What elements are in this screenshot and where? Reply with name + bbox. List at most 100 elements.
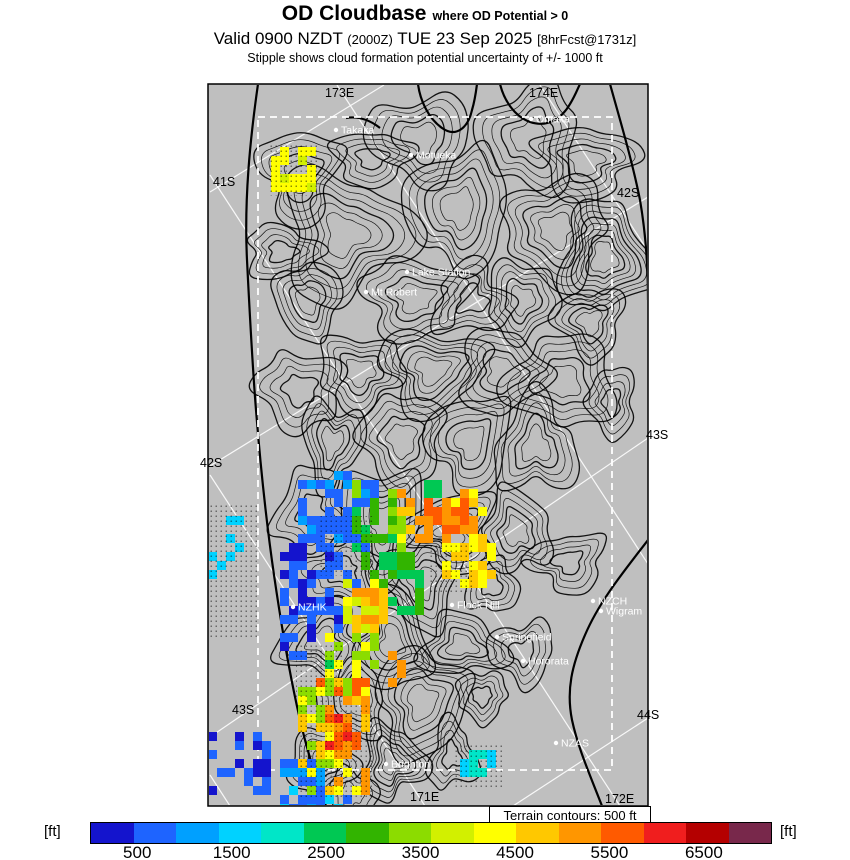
cloudbase-cell	[289, 651, 298, 660]
cloudbase-cell	[316, 804, 325, 805]
cloudbase-cell	[280, 642, 289, 651]
terrain-contour	[445, 633, 481, 656]
terrain-contour	[360, 400, 441, 488]
terrain-contour	[384, 334, 487, 415]
title-line: OD Cloudbase where OD Potential > 0	[0, 2, 850, 26]
terrain-contour	[269, 365, 329, 418]
cloudbase-cell	[415, 516, 424, 525]
terrain-contour	[493, 264, 556, 340]
terrain-contour	[362, 91, 469, 192]
cloudbase-cell	[469, 534, 478, 543]
terrain-contour	[465, 680, 498, 716]
cloudbase-cell	[325, 606, 334, 615]
terrain-contour	[270, 594, 363, 686]
terrain-contour	[346, 358, 377, 389]
cloudbase-cell	[280, 768, 289, 777]
cloudbase-cell	[424, 489, 433, 498]
place-label-mt-robert: Mt Robert	[371, 287, 417, 299]
cloudbase-cell	[469, 579, 478, 588]
place-label-nzch: NZCH	[598, 596, 627, 608]
cloudbase-cell	[352, 489, 361, 498]
cloudbase-cell	[379, 588, 388, 597]
stipple-area	[428, 542, 472, 592]
cloudbase-cell	[262, 750, 271, 759]
cloudbase-cell	[478, 561, 487, 570]
map-border	[207, 83, 649, 807]
terrain-contour	[246, 221, 330, 281]
terrain-contour	[325, 212, 372, 259]
cloudbase-cell	[370, 642, 379, 651]
terrain-contour	[259, 357, 339, 428]
cloudbase-cell	[388, 678, 397, 687]
cloudbase-cell	[370, 633, 379, 642]
cloudbase-cell	[352, 696, 361, 705]
terrain-contour	[372, 99, 461, 183]
terrain-contour	[455, 282, 491, 314]
cloudbase-cell	[388, 525, 397, 534]
terrain-contour	[288, 280, 327, 323]
cloudbase-cell	[343, 480, 352, 489]
cloudbase-cell	[226, 768, 235, 777]
terrain-contour	[373, 735, 417, 787]
terrain-contour	[507, 402, 566, 477]
grid-label-43S: 43S	[646, 428, 668, 442]
cloudbase-cell	[343, 471, 352, 480]
cloudbase-cell	[262, 759, 271, 768]
terrain-contour	[580, 228, 631, 284]
grid-label-174E: 174E	[529, 86, 558, 100]
cloudbase-cell	[307, 534, 316, 543]
cloudbase-cell	[469, 543, 478, 552]
stipple-area	[300, 702, 372, 800]
cloudbase-cell	[415, 570, 424, 579]
terrain-contour	[537, 211, 573, 251]
cloudbase-cell	[352, 669, 361, 678]
place-label-lake-station: Lake Station	[412, 267, 471, 279]
cloudbase-cell	[253, 759, 262, 768]
terrain-contour	[538, 132, 636, 197]
terrain-contour	[472, 85, 578, 199]
place-label-hororata: Hororata	[528, 656, 569, 668]
forecast-tag: [8hrFcst@1731z]	[537, 32, 637, 47]
terrain-contour	[458, 326, 558, 417]
cloudbase-cell	[307, 525, 316, 534]
cloudbase-cell	[244, 768, 253, 777]
cloudbase-cell	[370, 498, 379, 507]
terrain-contour	[399, 345, 470, 402]
cloudbase-cell	[343, 696, 352, 705]
cloudbase-cell	[487, 543, 496, 552]
colorbar-segment	[473, 823, 516, 843]
terrain-contour	[400, 121, 437, 157]
cloudbase-cell	[289, 552, 298, 561]
terrain-contour	[326, 340, 400, 411]
cloudbase-cell	[352, 507, 361, 516]
terrain-contour	[471, 685, 493, 709]
terrain-contour	[588, 374, 630, 435]
cloudbase-cell	[253, 732, 262, 741]
terrain-contour	[491, 96, 562, 179]
terrain-contour	[493, 623, 547, 685]
cloudbase-cell	[334, 615, 343, 624]
cloudbase-cell	[235, 741, 244, 750]
terrain-contour	[293, 173, 417, 300]
cloudbase-cell	[352, 597, 361, 606]
cloudbase-cell	[442, 516, 451, 525]
terrain-contour	[510, 285, 537, 317]
cloudbase-cell	[307, 480, 316, 489]
terrain-contour	[393, 668, 454, 740]
terrain-contour	[570, 216, 642, 296]
terrain-contour	[317, 202, 383, 269]
terrain-contour	[547, 288, 627, 366]
terrain-contour	[352, 392, 448, 498]
coastline	[568, 539, 647, 805]
cloudbase-cell	[352, 624, 361, 633]
cloudbase-cell	[316, 480, 325, 489]
terrain-contour	[381, 106, 453, 174]
terrain-contour	[326, 133, 420, 190]
place-label-brighton: Brighton	[391, 759, 430, 771]
cloudbase-cell	[442, 498, 451, 507]
cloudbase-cell	[361, 642, 370, 651]
cloudbase-cell	[388, 516, 397, 525]
cloudbase-cell	[388, 570, 397, 579]
cloudbase-cell	[370, 516, 379, 525]
